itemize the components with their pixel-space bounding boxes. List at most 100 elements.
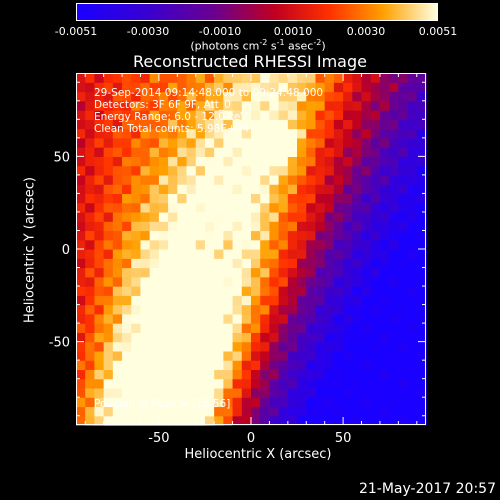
heatmap-cell	[177, 165, 188, 176]
heatmap-cell	[149, 202, 160, 213]
colorbar-tick: -0.0051	[54, 25, 98, 38]
heatmap-cell	[158, 82, 169, 93]
heatmap-cell	[297, 239, 307, 250]
heatmap-cell	[251, 137, 261, 148]
heatmap-cell	[76, 82, 86, 93]
heatmap-cell	[241, 137, 252, 148]
heatmap-cell	[260, 387, 271, 398]
heatmap-cell	[85, 193, 96, 204]
heatmap-cell	[241, 323, 252, 333]
heatmap-cell	[333, 100, 344, 111]
heatmap-cell	[195, 128, 206, 139]
heatmap-cell	[103, 91, 114, 102]
heatmap-cell	[103, 406, 114, 417]
heatmap-cell	[232, 137, 243, 148]
heatmap-cell	[398, 313, 409, 324]
heatmap-cell	[204, 221, 215, 232]
heatmap-cell	[232, 184, 243, 195]
heatmap-cell	[195, 350, 206, 361]
heatmap-cell	[315, 165, 326, 176]
heatmap-cell	[416, 156, 427, 167]
heatmap-cell	[352, 193, 363, 204]
heatmap-cell	[177, 286, 188, 296]
heatmap-cell	[168, 258, 178, 269]
heatmap-cell	[343, 304, 353, 315]
heatmap-cell	[407, 387, 418, 398]
heatmap-cell	[177, 387, 188, 398]
heatmap-cell	[177, 82, 188, 93]
heatmap-cell	[103, 100, 114, 111]
heatmap-cell	[112, 286, 123, 296]
heatmap-cell	[85, 313, 96, 324]
heatmap-cell	[168, 110, 178, 120]
heatmap-cell	[112, 211, 123, 222]
heatmap-cell	[223, 137, 234, 148]
heatmap-cell	[76, 350, 86, 361]
heatmap-cell	[398, 295, 409, 306]
heatmap-cell	[370, 165, 381, 176]
heatmap-cell	[370, 156, 381, 167]
heatmap-cell	[103, 369, 114, 380]
heatmap-cell	[168, 82, 178, 93]
heatmap-cell	[278, 387, 289, 398]
heatmap-cell	[232, 249, 243, 259]
heatmap-cell	[131, 332, 142, 343]
heatmap-cell	[269, 202, 280, 213]
heatmap-cell	[379, 137, 390, 148]
heatmap-cell	[324, 239, 335, 250]
heatmap-cell	[352, 286, 363, 296]
heatmap-cell	[168, 267, 178, 278]
heatmap-cell	[204, 110, 215, 120]
heatmap-cell	[214, 91, 224, 102]
heatmap-cell	[315, 193, 326, 204]
heatmap-cell	[269, 184, 280, 195]
heatmap-cell	[85, 341, 96, 352]
heatmap-cell	[324, 119, 335, 130]
heatmap-cell	[287, 323, 298, 333]
heatmap-cell	[361, 341, 372, 352]
colorbar-units: (photons cm-2 s-1 asec-2)	[190, 38, 326, 53]
heatmap-cell	[389, 378, 399, 389]
heatmap-cell	[140, 415, 151, 426]
heatmap-cell	[306, 350, 317, 361]
heatmap-cell	[287, 100, 298, 111]
heatmap-cell	[214, 295, 224, 306]
heatmap-cell	[352, 202, 363, 213]
heatmap-cell	[232, 165, 243, 176]
heatmap-cell	[297, 378, 307, 389]
heatmap-cell	[223, 369, 234, 380]
heatmap-cell	[333, 211, 344, 222]
heatmap-cell	[241, 332, 252, 343]
heatmap-cell	[343, 165, 353, 176]
heatmap-cell	[94, 174, 105, 185]
heatmap-cell	[416, 341, 427, 352]
heatmap-cell	[103, 258, 114, 269]
heatmap-cell	[398, 73, 409, 83]
heatmap-cell	[370, 332, 381, 343]
x-tick-label: 50	[335, 431, 352, 446]
heatmap-cell	[324, 193, 335, 204]
heatmap-cell	[168, 341, 178, 352]
heatmap-cell	[269, 147, 280, 157]
heatmap-cell	[379, 341, 390, 352]
heatmap-cell	[260, 174, 271, 185]
heatmap-cell	[103, 110, 114, 120]
heatmap-cell	[85, 406, 96, 417]
heatmap-cell	[416, 258, 427, 269]
heatmap-cell	[278, 332, 289, 343]
heatmap-cell	[269, 110, 280, 120]
heatmap-cell	[214, 230, 224, 241]
heatmap-cell	[389, 313, 399, 324]
heatmap-cell	[177, 137, 188, 148]
heatmap-cell	[297, 276, 307, 287]
heatmap-cell	[214, 378, 224, 389]
heatmap-cell	[260, 415, 271, 426]
heatmap-cell	[131, 286, 142, 296]
heatmap-cell	[122, 147, 132, 157]
heatmap-cell	[94, 239, 105, 250]
heatmap-cell	[195, 100, 206, 111]
heatmap-cell	[85, 249, 96, 259]
heatmap-cell	[407, 249, 418, 259]
heatmap-cell	[122, 100, 132, 111]
heatmap-cell	[324, 147, 335, 157]
